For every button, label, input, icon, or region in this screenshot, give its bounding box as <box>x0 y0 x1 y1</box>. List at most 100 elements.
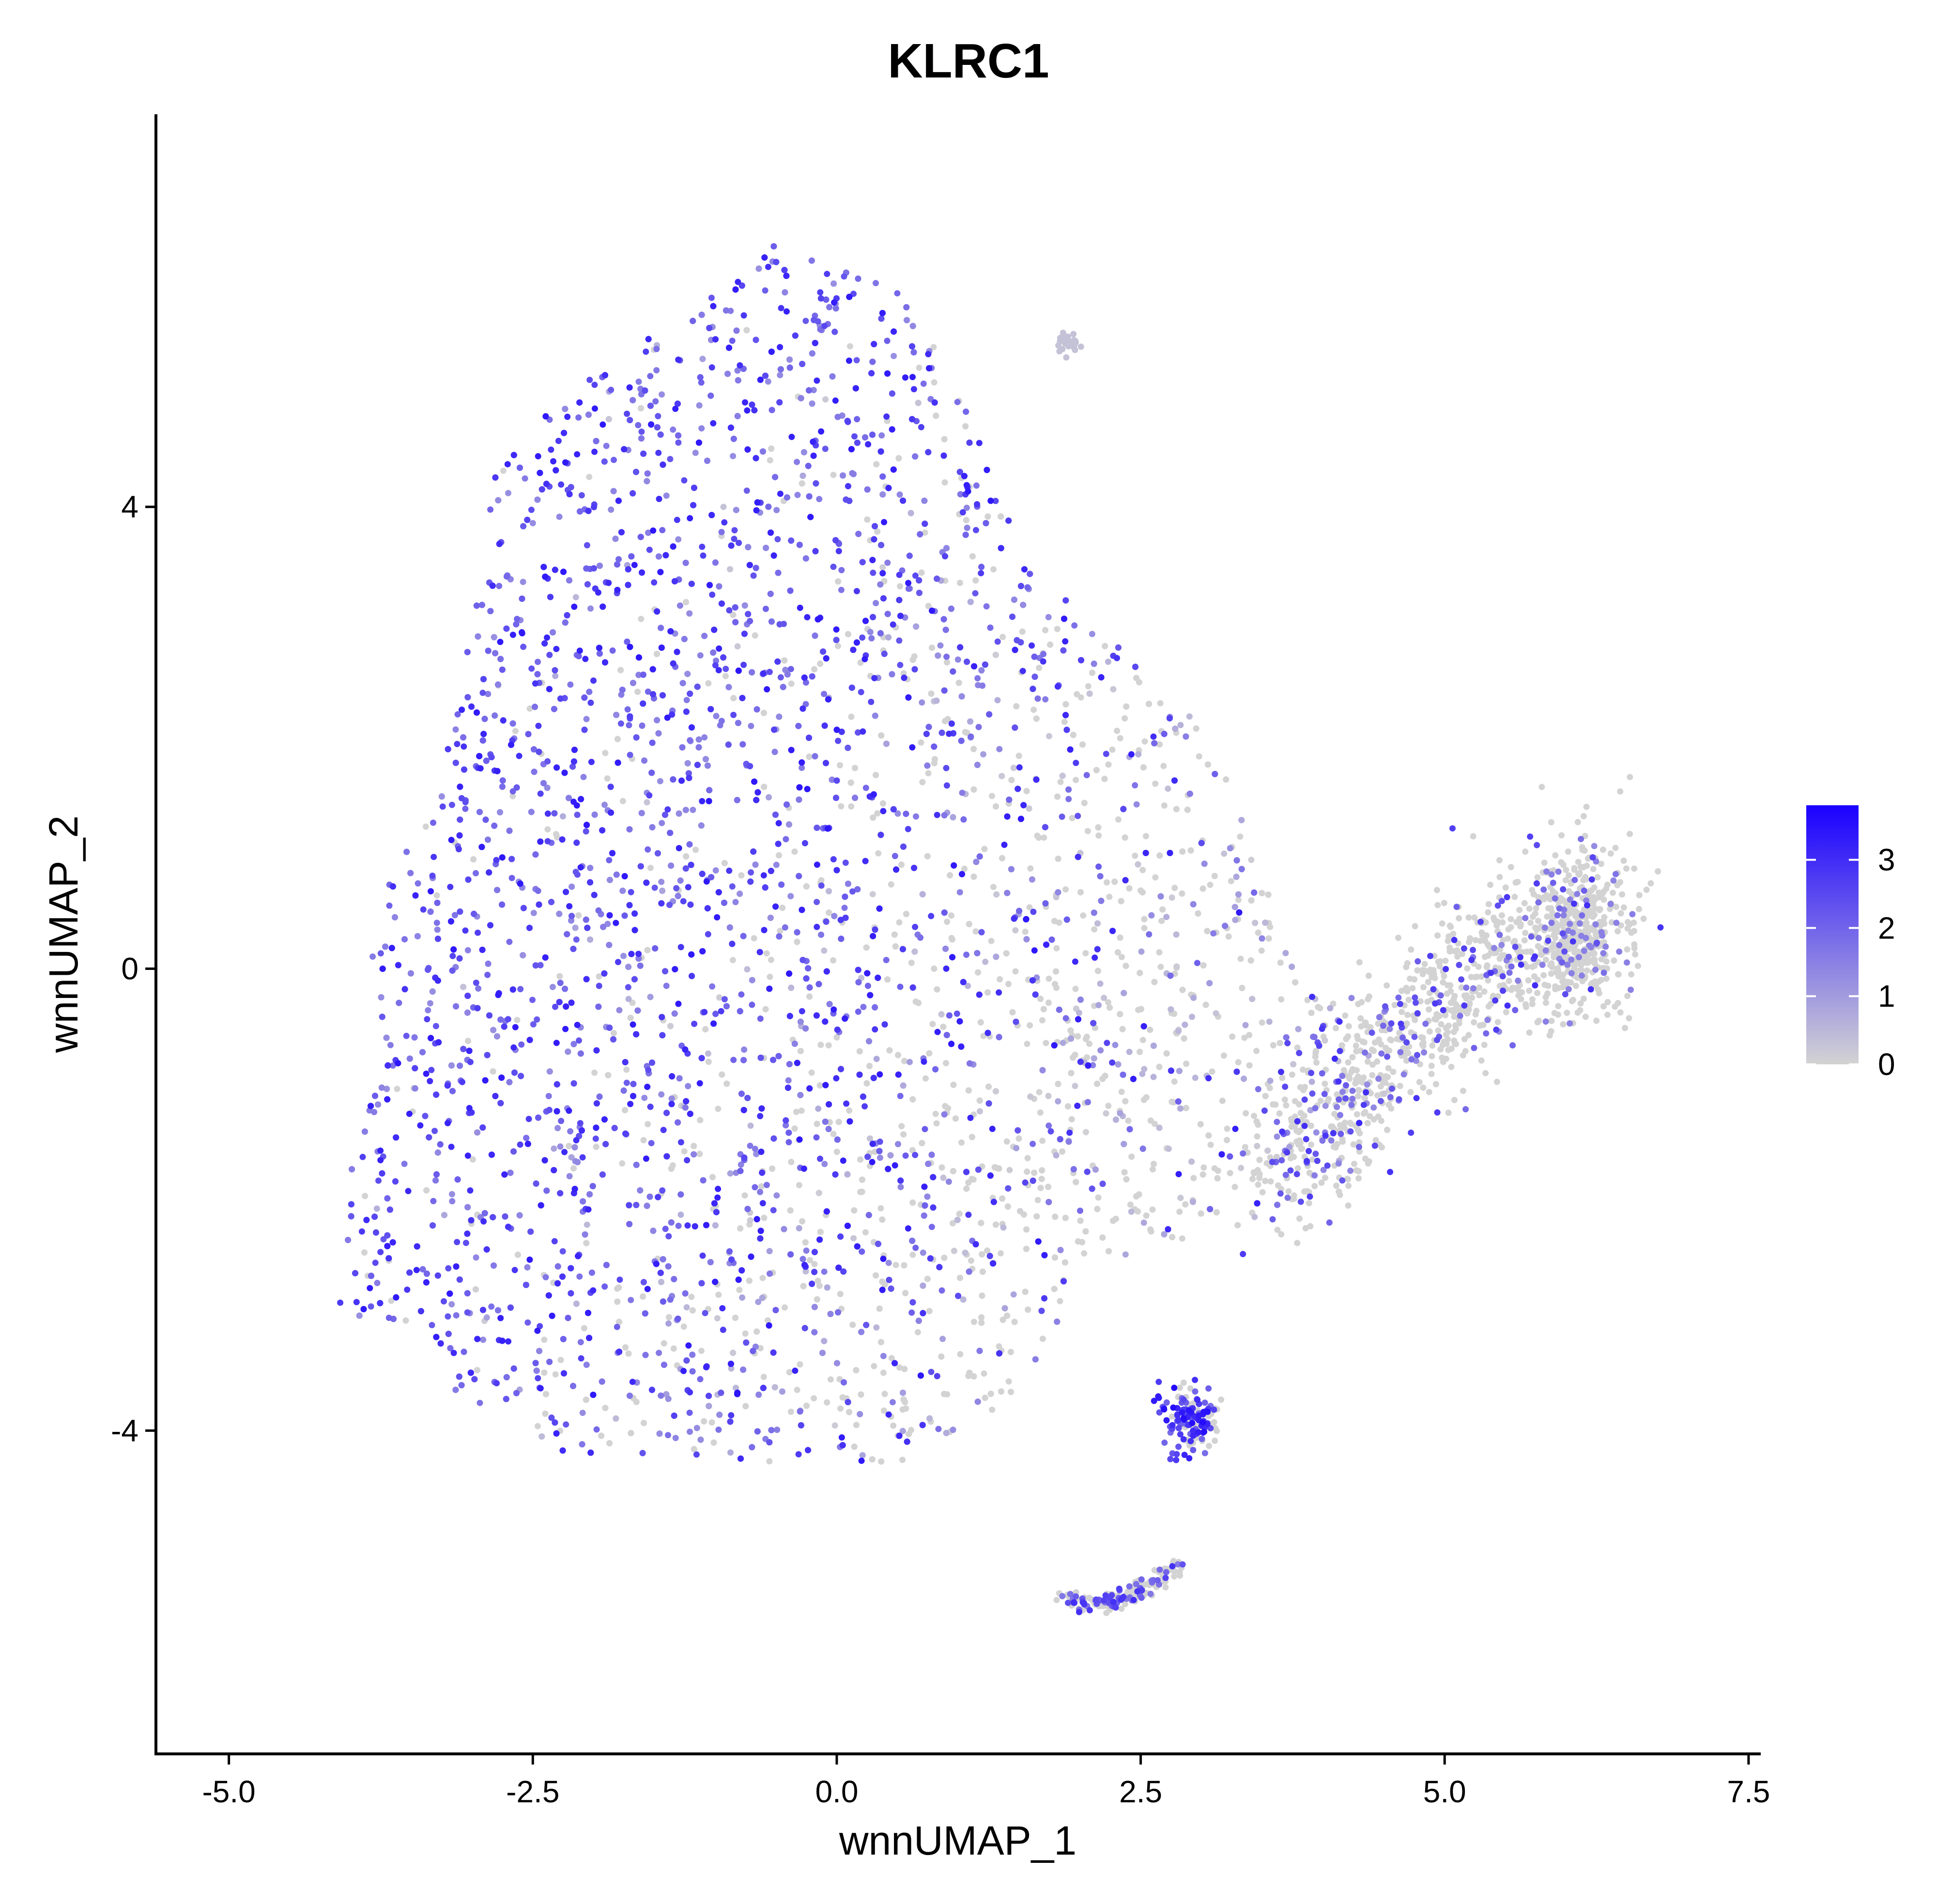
scatter-point <box>554 1263 561 1270</box>
scatter-point <box>1577 1000 1584 1007</box>
scatter-point <box>1548 960 1555 967</box>
scatter-point <box>1095 1002 1102 1009</box>
scatter-point <box>514 1251 521 1258</box>
scatter-point <box>642 1351 649 1358</box>
scatter-point <box>696 1151 703 1157</box>
scatter-point <box>1604 881 1611 888</box>
scatter-point <box>1397 1083 1403 1090</box>
scatter-point <box>474 1367 480 1373</box>
scatter-point <box>1311 1034 1318 1041</box>
scatter-point <box>1640 915 1647 922</box>
scatter-point <box>972 928 979 935</box>
scatter-point <box>1278 996 1285 1003</box>
scatter-point <box>1008 1389 1014 1395</box>
scatter-point <box>989 1406 996 1413</box>
scatter-point <box>1526 1029 1533 1036</box>
scatter-point <box>827 1311 834 1317</box>
scatter-point <box>841 905 848 911</box>
scatter-point <box>1173 963 1180 970</box>
scatter-point <box>660 1256 666 1262</box>
scatter-point <box>606 876 613 883</box>
scatter-point <box>672 1435 679 1442</box>
scatter-point <box>1322 1103 1329 1109</box>
scatter-point <box>1577 863 1584 870</box>
scatter-point <box>901 1262 907 1269</box>
scatter-point <box>606 942 613 948</box>
scatter-point <box>712 867 719 874</box>
scatter-point <box>1472 937 1479 943</box>
scatter-point <box>1288 1116 1294 1122</box>
scatter-point <box>1302 1225 1309 1231</box>
scatter-point <box>1024 1041 1030 1047</box>
scatter-point <box>821 691 828 697</box>
scatter-point <box>574 1159 581 1166</box>
scatter-point <box>1536 925 1542 932</box>
scatter-point <box>1036 1089 1043 1095</box>
scatter-point <box>880 1407 887 1414</box>
scatter-point <box>1034 1197 1041 1203</box>
scatter-point <box>788 1159 795 1166</box>
scatter-point <box>1231 904 1238 910</box>
scatter-point <box>1279 1075 1286 1081</box>
scatter-point <box>1522 848 1529 855</box>
scatter-point <box>1117 1110 1123 1117</box>
scatter-point <box>1072 985 1079 992</box>
scatter-point <box>604 775 611 782</box>
scatter-point <box>1027 1022 1033 1029</box>
scatter-point <box>941 1255 948 1261</box>
scatter-point <box>1224 1136 1230 1143</box>
scatter-point <box>1089 669 1095 676</box>
scatter-point <box>999 855 1005 861</box>
scatter-point <box>864 486 871 493</box>
scatter-point <box>472 1286 479 1293</box>
scatter-point <box>715 1427 722 1433</box>
scatter-point <box>1636 892 1643 898</box>
scatter-point <box>425 1007 431 1013</box>
scatter-point <box>1259 935 1265 942</box>
scatter-point <box>1604 999 1611 1005</box>
scatter-point <box>434 926 441 933</box>
scatter-point <box>356 1312 363 1319</box>
scatter-point <box>814 1121 820 1127</box>
scatter-point <box>884 976 891 983</box>
scatter-point <box>748 722 754 729</box>
scatter-point <box>852 765 858 771</box>
scatter-point <box>906 1430 912 1437</box>
scatter-point <box>819 1350 826 1356</box>
scatter-point <box>849 1321 856 1328</box>
scatter-point <box>840 472 846 479</box>
scatter-point <box>797 1048 804 1054</box>
scatter-point <box>1037 1184 1044 1191</box>
scatter-point <box>970 1373 977 1380</box>
scatter-point <box>723 307 729 314</box>
scatter-point <box>958 693 965 700</box>
scatter-point <box>625 1350 632 1357</box>
scatter-point <box>1295 1026 1302 1032</box>
scatter-point <box>1366 993 1372 1000</box>
scatter-point <box>1118 1605 1125 1612</box>
scatter-point <box>1200 1164 1207 1171</box>
scatter-point <box>1270 1101 1276 1108</box>
scatter-point <box>1516 906 1523 913</box>
scatter-point <box>640 1293 646 1300</box>
scatter-point <box>787 1207 794 1214</box>
scatter-point <box>873 1272 879 1279</box>
scatter-point <box>1362 1049 1368 1056</box>
scatter-point <box>951 1247 957 1254</box>
scatter-point <box>705 680 712 687</box>
scatter-point <box>848 803 855 810</box>
scatter-point <box>933 1120 940 1127</box>
scatter-point <box>654 717 661 723</box>
scatter-point <box>406 1055 413 1062</box>
scatter-point <box>374 1280 381 1286</box>
scatter-point <box>1378 1050 1385 1057</box>
scatter-point <box>1360 1110 1367 1117</box>
scatter-point <box>658 878 665 885</box>
scatter-point <box>1502 884 1509 891</box>
scatter-point <box>506 828 513 834</box>
scatter-point <box>907 1059 913 1065</box>
scatter-point <box>1165 785 1171 792</box>
scatter-point <box>1152 874 1159 881</box>
scatter-point <box>580 774 587 781</box>
scatter-point <box>1047 641 1054 648</box>
